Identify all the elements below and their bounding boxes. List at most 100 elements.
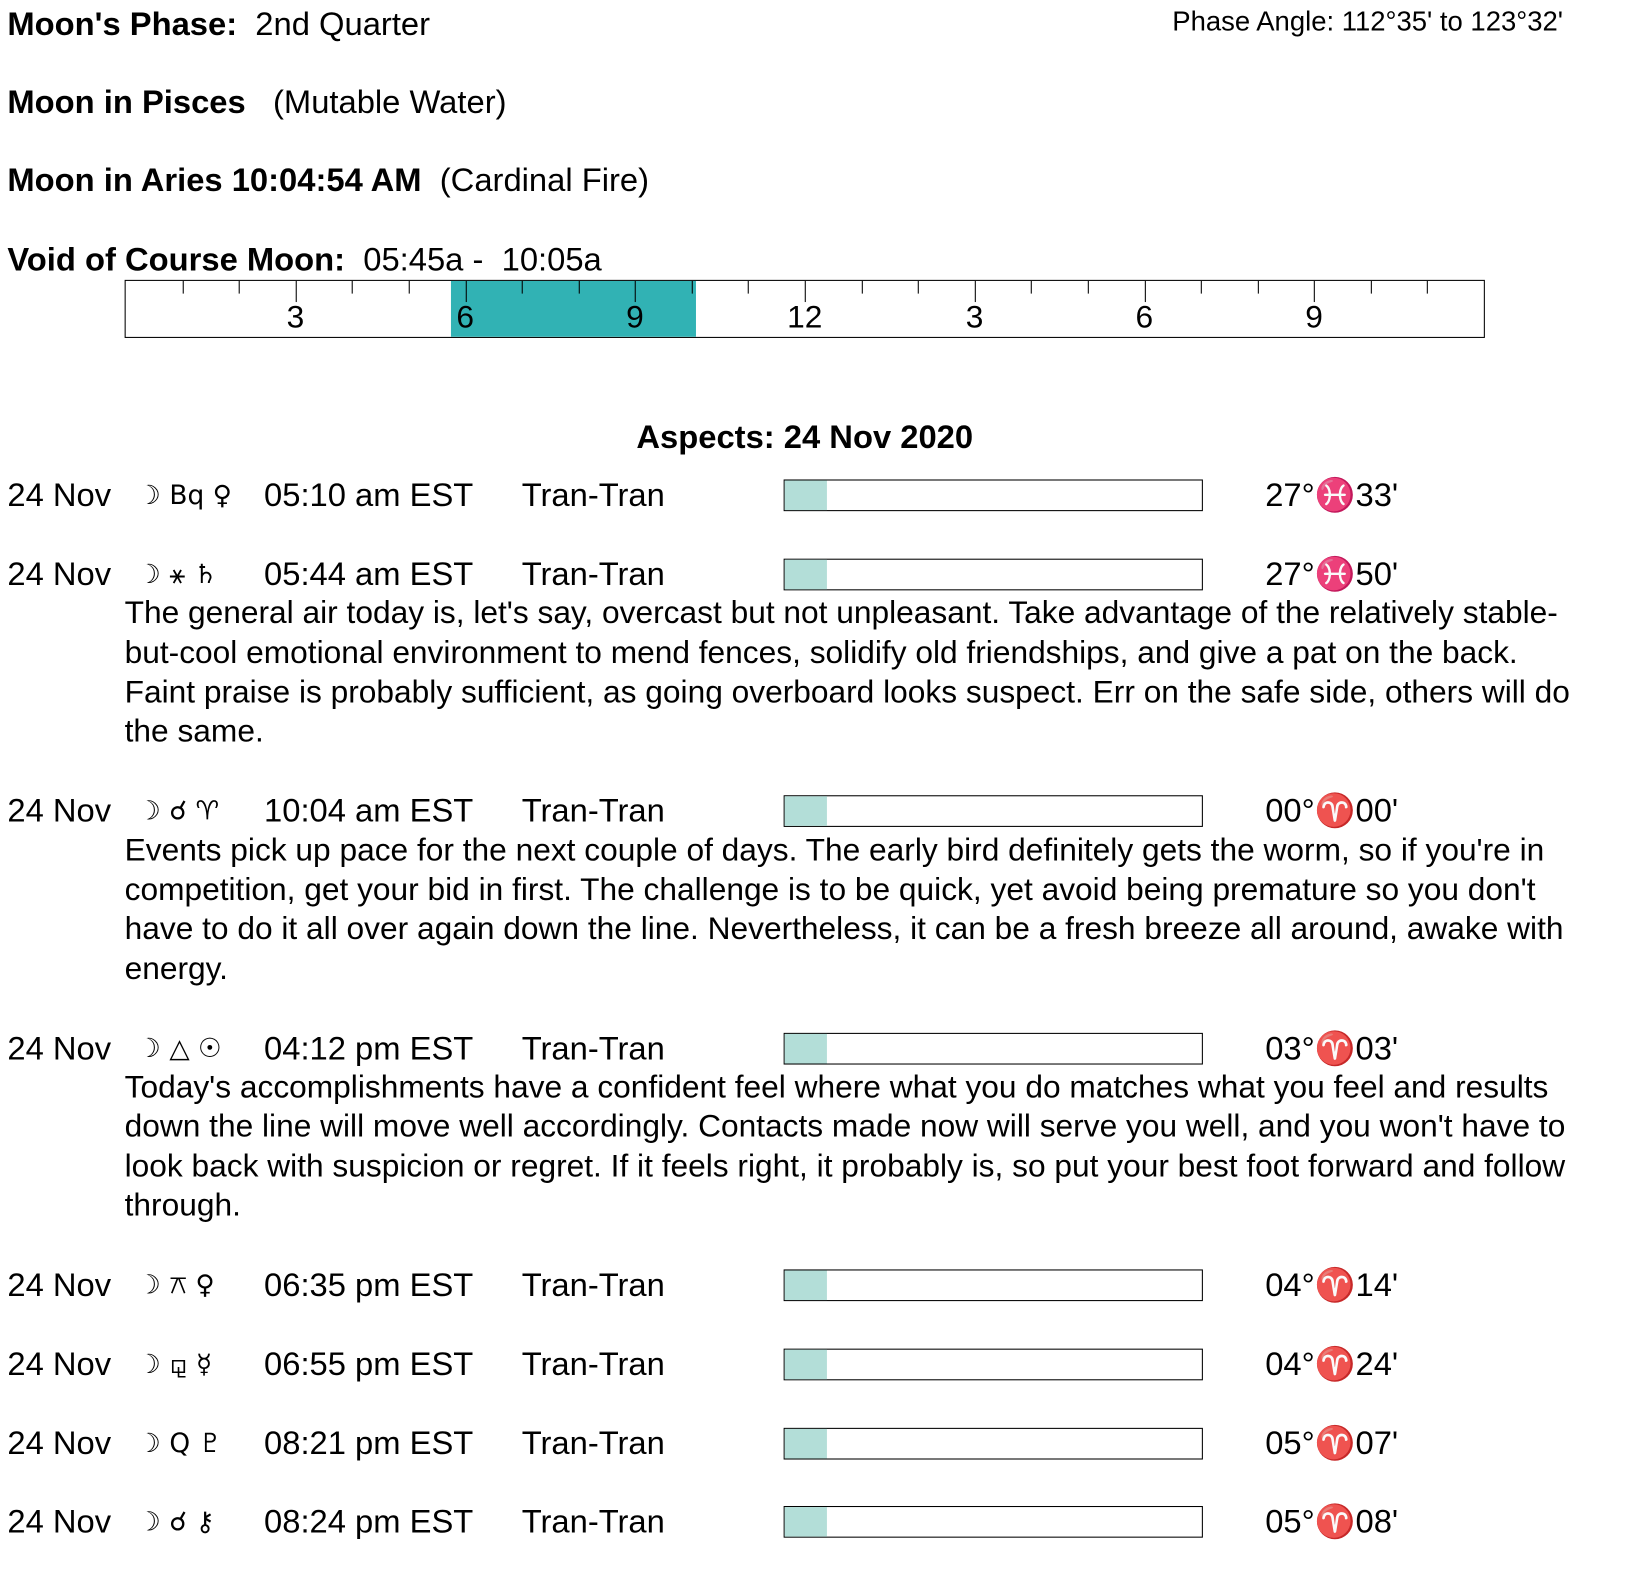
strength-bar <box>783 1348 1203 1381</box>
date: 24 Nov <box>7 476 112 514</box>
tick <box>465 280 467 303</box>
symbols: ☽ ☌ ⚷ <box>137 1506 215 1537</box>
time: 08:24 pm EST <box>264 1503 474 1541</box>
aspect-row: 24 Nov ☽ ☌ ⚷ 08:24 pm EST Tran-Tran 05°♈08' <box>7 1502 1633 1541</box>
symbols: ☽ ⚼ ☿ <box>137 1348 213 1380</box>
symbols: ☽ ⚻ ♀ <box>137 1269 215 1301</box>
tick <box>1200 280 1202 294</box>
date: 24 Nov <box>7 1503 112 1541</box>
kind: Tran-Tran <box>521 1266 665 1304</box>
phase-line: Moon's Phase: 2nd Quarter <box>7 7 430 40</box>
strength-fill <box>784 1033 827 1064</box>
time: 06:35 pm EST <box>264 1266 474 1304</box>
tick <box>521 280 523 294</box>
void-line: Void of Course Moon: 05:45a - 10:05a <box>7 243 601 276</box>
description: Today's accomplishments have a confident… <box>124 1069 1566 1224</box>
time: 10:04 am EST <box>264 792 474 830</box>
symbols: ☽ △ ☉ <box>137 1032 222 1064</box>
value: (Mutable Water) <box>273 83 507 121</box>
spacer <box>7 1226 1633 1265</box>
aspect-row: 24 Nov ☽ ⚹ ♄ 05:44 am EST Tran-Tran 27°♓50' <box>7 554 1633 593</box>
symbols: ☽ Bq ♀ <box>137 479 232 511</box>
aspect-row: 24 Nov ☽ ☌ ♈ 10:04 am EST Tran-Tran 00°♈00' <box>7 791 1633 830</box>
tick <box>238 280 240 294</box>
tick <box>748 280 750 294</box>
spacer <box>7 752 1633 791</box>
tick <box>295 280 297 303</box>
hour-label: 3 <box>286 299 305 335</box>
tick <box>1370 280 1372 294</box>
strength-fill <box>784 796 827 827</box>
separator: - <box>472 240 484 278</box>
moon-sign-line: Moon in Pisces (Mutable Water) <box>7 86 506 119</box>
aspect-row: 24 Nov ☽ Q ♇ 08:21 pm EST Tran-Tran 05°♈07' <box>7 1423 1633 1462</box>
tick <box>182 280 184 294</box>
symbols: ☽ Q ♇ <box>137 1427 223 1459</box>
hour-label: 3 <box>965 299 984 335</box>
position: 05°♈08' <box>1265 1503 1399 1541</box>
kind: Tran-Tran <box>521 1345 665 1383</box>
kind: Tran-Tran <box>521 555 665 593</box>
spacer <box>7 1384 1633 1423</box>
strength-fill <box>784 1428 827 1459</box>
hour-label: 9 <box>1305 299 1323 335</box>
strength-bar <box>783 795 1203 828</box>
tick <box>1314 280 1316 303</box>
report: Moon's Phase: 2nd Quarter Phase Angle: 1… <box>7 5 1570 1540</box>
date: 24 Nov <box>7 1424 112 1462</box>
kind: Tran-Tran <box>521 792 665 830</box>
tick <box>1144 280 1146 303</box>
strength-bar <box>783 1269 1203 1302</box>
aspect-list: 24 Nov ☽ Bq ♀ 05:10 am EST Tran-Tran 27°♓33'… <box>7 475 1633 1581</box>
position: 04°♈14' <box>1265 1266 1399 1304</box>
description: Events pick up pace for the next couple … <box>124 832 1564 987</box>
void-timeline: 3 6 9 12 3 6 9 <box>124 279 1485 338</box>
label: Void of Course Moon: <box>7 240 346 278</box>
position: 04°♈24' <box>1265 1345 1399 1383</box>
position: 27°♓50' <box>1265 555 1399 593</box>
tick <box>352 280 354 294</box>
hour-label: 6 <box>1135 299 1154 335</box>
spacer <box>7 515 1633 554</box>
tick <box>578 280 580 294</box>
tick <box>408 280 410 294</box>
phase-angle: Phase Angle: 112°35' to 123°32' <box>1172 5 1564 37</box>
strength-fill <box>784 480 827 511</box>
aspect-row: 24 Nov ☽ △ ☉ 04:12 pm EST Tran-Tran 03°♈03' <box>7 1028 1633 1067</box>
tick <box>1427 280 1429 294</box>
position: 27°♓33' <box>1265 476 1399 514</box>
hour-label: 9 <box>626 299 644 335</box>
strength-bar <box>783 479 1203 512</box>
kind: Tran-Tran <box>521 1503 665 1541</box>
position: 00°♈00' <box>1265 792 1399 830</box>
position: 05°♈07' <box>1265 1424 1399 1462</box>
ingress-line: Moon in Aries 10:04:54 AM (Cardinal Fire… <box>7 164 649 197</box>
spacer <box>7 1305 1633 1344</box>
hour-label: 6 <box>456 299 475 335</box>
symbols: ☽ ⚹ ♄ <box>137 558 218 590</box>
tick <box>1087 280 1089 294</box>
symbols: ☽ ☌ ♈ <box>137 795 220 827</box>
aspect-row: 24 Nov ☽ ⚻ ♀ 06:35 pm EST Tran-Tran 04°♈14' <box>7 1265 1633 1304</box>
strength-fill <box>784 1507 827 1537</box>
strength-fill <box>784 1349 827 1380</box>
label: Moon in Pisces <box>7 83 246 121</box>
tick <box>804 280 806 303</box>
kind: Tran-Tran <box>521 1424 665 1462</box>
spacer <box>7 1463 1633 1502</box>
time: 05:44 am EST <box>264 555 474 593</box>
date: 24 Nov <box>7 1266 112 1304</box>
page: Moon's Phase: 2nd Quarter Phase Angle: 1… <box>7 5 1570 1541</box>
void-highlight <box>451 280 697 337</box>
spacer <box>7 989 1633 1028</box>
strength-fill <box>784 1270 827 1301</box>
description: The general air today is, let's say, ove… <box>124 595 1570 750</box>
tick <box>917 280 919 294</box>
date: 24 Nov <box>7 1345 112 1383</box>
tick <box>974 280 976 303</box>
strength-bar <box>783 1506 1203 1539</box>
tick <box>1257 280 1259 294</box>
tick <box>634 280 637 303</box>
time: 06:55 pm EST <box>264 1345 474 1383</box>
aspect-row: 24 Nov ☽ Bq ♀ 05:10 am EST Tran-Tran 27°♓33' <box>7 475 1633 514</box>
